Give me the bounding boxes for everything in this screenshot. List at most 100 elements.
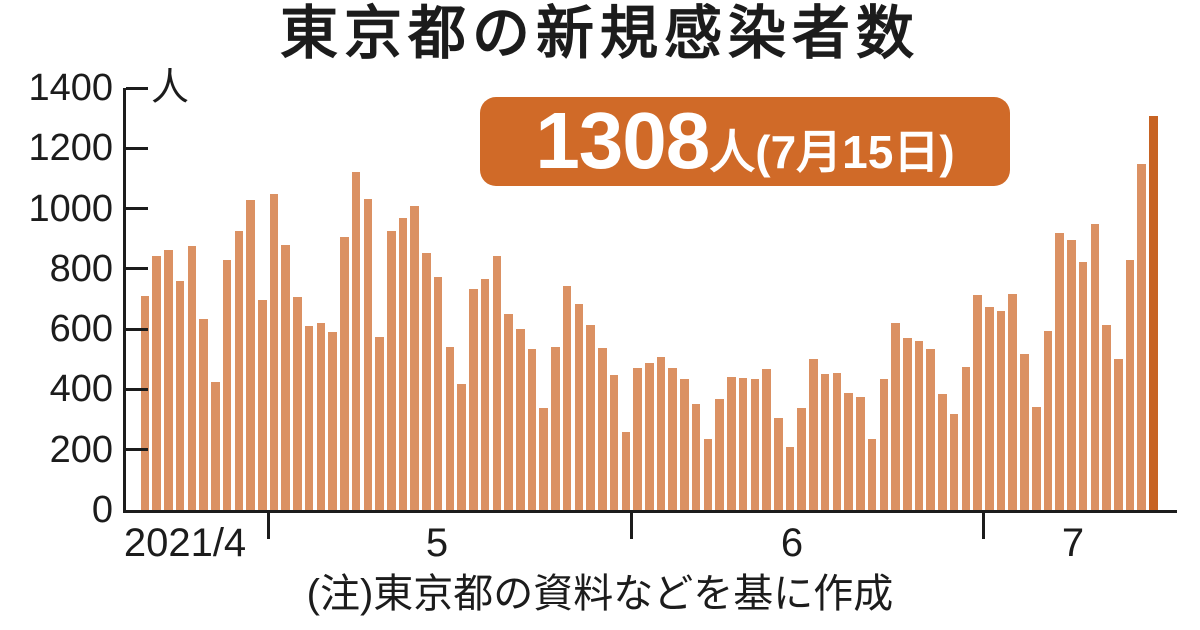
bar-5/27 bbox=[574, 303, 584, 510]
bar-5/23 bbox=[527, 348, 537, 510]
bar-6/24 bbox=[902, 338, 912, 510]
bar-5/2 bbox=[281, 245, 291, 510]
bar-7/4 bbox=[1020, 353, 1029, 510]
bar-5/10 bbox=[375, 337, 384, 510]
bar-6/2 bbox=[644, 363, 654, 510]
y-tick-1200 bbox=[126, 146, 148, 150]
bar-6/6 bbox=[691, 404, 701, 510]
bar-6/28 bbox=[949, 414, 959, 510]
bar-5/26 bbox=[562, 286, 572, 510]
month-boundary-tick bbox=[630, 513, 634, 539]
bar-7/5 bbox=[1031, 406, 1041, 510]
bar-6/4 bbox=[668, 367, 677, 510]
y-axis-tick-label: 200 bbox=[49, 428, 113, 471]
bar-4/21 bbox=[152, 255, 162, 510]
bar-4/30 bbox=[257, 299, 267, 510]
bar-6/13 bbox=[773, 418, 783, 510]
bar-5/22 bbox=[515, 328, 525, 510]
bar-5/21 bbox=[504, 314, 513, 510]
bar-6/17 bbox=[820, 373, 830, 510]
bar-5/25 bbox=[551, 346, 560, 510]
highlight-value-badge: 1308人(7月15日) bbox=[480, 97, 1010, 186]
bar-7/1 bbox=[985, 307, 994, 510]
bar-5/15 bbox=[433, 277, 443, 510]
bar-7/14 bbox=[1137, 163, 1147, 510]
source-note: (注)東京都の資料などを基に作成 bbox=[306, 572, 894, 616]
bar-4/20 bbox=[140, 295, 150, 510]
bar-6/18 bbox=[832, 373, 842, 510]
y-axis-tick-label: 800 bbox=[49, 247, 113, 290]
bar-4/25 bbox=[199, 318, 208, 510]
bar-5/13 bbox=[410, 205, 419, 510]
bar-6/9 bbox=[727, 377, 736, 510]
bar-6/27 bbox=[938, 393, 947, 510]
bar-5/8 bbox=[351, 172, 361, 510]
y-tick-200 bbox=[126, 448, 148, 452]
bar-5/4 bbox=[304, 326, 314, 510]
x-axis-line bbox=[123, 510, 1177, 513]
bar-4/24 bbox=[187, 245, 197, 510]
bar-6/15 bbox=[797, 408, 806, 510]
bar-5/3 bbox=[293, 296, 302, 510]
bar-4/23 bbox=[175, 281, 185, 510]
y-tick-1000 bbox=[126, 207, 148, 211]
bar-6/20 bbox=[856, 396, 865, 510]
bar-6/22 bbox=[879, 378, 889, 510]
y-axis-tick-label: 1200 bbox=[28, 127, 113, 170]
y-axis-line bbox=[123, 88, 126, 513]
bar-6/30 bbox=[973, 294, 982, 510]
x-axis-label-2021/4: 2021/4 bbox=[123, 521, 247, 565]
bar-7/2 bbox=[996, 311, 1006, 510]
month-boundary-tick bbox=[266, 513, 270, 539]
bar-7/9 bbox=[1078, 262, 1088, 510]
badge-count: 1308 bbox=[535, 96, 710, 185]
bar-6/11 bbox=[750, 378, 760, 510]
bar-7/7 bbox=[1055, 232, 1064, 510]
bar-6/12 bbox=[762, 369, 771, 510]
month-boundary-tick bbox=[982, 513, 986, 539]
bar-6/5 bbox=[680, 378, 689, 510]
bar-6/19 bbox=[844, 393, 853, 510]
x-axis-label-6: 6 bbox=[780, 521, 804, 565]
bar-5/24 bbox=[539, 407, 548, 510]
bar-5/9 bbox=[363, 198, 373, 510]
plot-area bbox=[123, 86, 1177, 539]
bar-7/3 bbox=[1008, 294, 1018, 510]
bar-5/18 bbox=[469, 289, 478, 510]
bar-6/29 bbox=[961, 366, 971, 510]
y-tick-600 bbox=[126, 327, 148, 331]
bar-5/17 bbox=[457, 383, 466, 510]
bar-6/14 bbox=[785, 447, 795, 510]
bar-5/29 bbox=[598, 347, 607, 510]
badge-date-suffix: 人(7月15日) bbox=[709, 126, 955, 178]
bar-7/8 bbox=[1067, 239, 1076, 510]
bar-4/28 bbox=[234, 231, 244, 510]
bar-5/1 bbox=[269, 193, 279, 510]
y-tick-400 bbox=[126, 387, 148, 391]
bar-6/16 bbox=[809, 358, 818, 510]
page-title: 東京都の新規感染者数 bbox=[279, 1, 920, 66]
bar-5/31 bbox=[621, 431, 631, 510]
y-axis-tick-label: 400 bbox=[49, 368, 113, 411]
bar-5/30 bbox=[609, 374, 619, 510]
bar-5/14 bbox=[422, 252, 431, 510]
bar-4/22 bbox=[164, 250, 173, 510]
y-axis-tick-label: 600 bbox=[49, 308, 113, 351]
bar-5/20 bbox=[492, 255, 502, 510]
y-axis-tick-label: 1400 bbox=[28, 67, 113, 109]
bar-6/10 bbox=[738, 377, 748, 510]
bar-4/26 bbox=[211, 381, 220, 510]
bar-7/13 bbox=[1125, 259, 1135, 510]
y-axis-tick-label: 1000 bbox=[28, 187, 113, 230]
y-tick-1400 bbox=[126, 86, 148, 90]
bar-7/15 bbox=[1149, 115, 1158, 510]
bar-6/8 bbox=[715, 398, 724, 510]
bar-6/25 bbox=[914, 340, 924, 510]
bar-4/29 bbox=[246, 200, 255, 510]
bar-7/10 bbox=[1090, 223, 1100, 510]
bar-7/11 bbox=[1102, 324, 1111, 510]
bar-6/23 bbox=[891, 323, 900, 510]
bar-7/6 bbox=[1043, 331, 1053, 510]
bar-5/7 bbox=[340, 236, 349, 510]
